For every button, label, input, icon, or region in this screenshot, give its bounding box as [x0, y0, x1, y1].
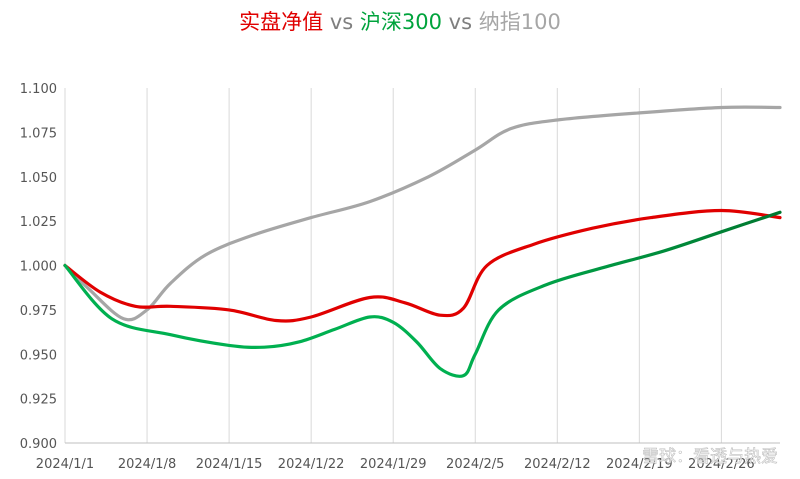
- x-tick-label: 2024/2/5: [446, 457, 504, 472]
- chart-title: 实盘净值 vs 沪深300 vs 纳指100: [0, 6, 800, 36]
- x-tick-label: 2024/1/1: [36, 457, 94, 472]
- vertical-gridlines: [64, 88, 722, 443]
- series-line-1: [63, 208, 782, 323]
- x-tick-label: 2024/2/19: [606, 457, 673, 472]
- y-tick-label: 1.100: [20, 82, 57, 97]
- y-tick-label: 0.975: [20, 304, 57, 319]
- y-tick-label: 1.075: [20, 126, 57, 141]
- y-tick-label: 1.050: [20, 171, 57, 186]
- x-tick-label: 2024/1/29: [360, 457, 427, 472]
- x-tick-label: 2024/2/12: [524, 457, 591, 472]
- x-tick-label: 2024/1/8: [118, 457, 176, 472]
- title-part-0: 实盘净值: [239, 10, 324, 34]
- watermark: 雪球：看透与热爱: [642, 447, 778, 467]
- y-tick-label: 1.000: [20, 260, 57, 275]
- series-line-2: [63, 210, 782, 378]
- title-part-1: vs: [323, 10, 360, 34]
- title-part-4: 纳指100: [478, 10, 561, 34]
- y-tick-label: 0.950: [20, 348, 57, 363]
- y-tick-label: 0.925: [20, 393, 57, 408]
- y-tick-label: 1.025: [20, 215, 57, 230]
- x-tick-label: 2024/1/22: [278, 457, 345, 472]
- x-axis-ticks: 2024/1/1 2024/1/8 2024/1/15 2024/1/22 2024/1…: [36, 457, 755, 472]
- title-part-2: 沪深300: [359, 10, 442, 34]
- y-axis-ticks: 0.900 0.925 0.950 0.975 1.000 1.025 1.050 1.075…: [20, 82, 57, 452]
- series-lines: [63, 105, 782, 378]
- x-tick-label: 2024/2/26: [688, 457, 755, 472]
- title-part-3: vs: [442, 10, 479, 34]
- series-line-0: [63, 105, 782, 322]
- y-tick-label: 0.900: [20, 437, 57, 452]
- x-tick-label: 2024/1/15: [196, 457, 263, 472]
